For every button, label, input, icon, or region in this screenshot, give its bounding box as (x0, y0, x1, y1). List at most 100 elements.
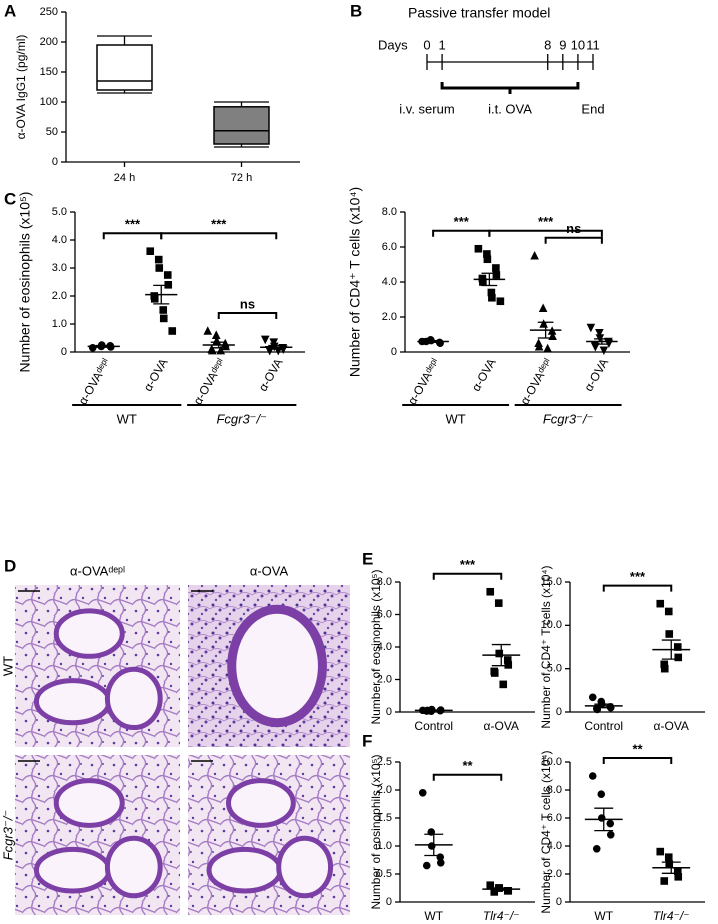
data-point (530, 250, 539, 260)
y-tick-label: 0 (386, 706, 392, 718)
data-point (664, 607, 673, 616)
annotation-label: End (581, 101, 604, 116)
data-point (656, 599, 665, 608)
data-point (597, 790, 606, 798)
significance-label: ns (240, 296, 255, 311)
x-tick-label: α-OVAᵈᵉᵖˡ (405, 356, 443, 407)
data-point (490, 888, 499, 896)
y-tick-label: 1.0 (377, 840, 392, 852)
panel-letter: E (362, 549, 373, 568)
data-point (483, 250, 491, 258)
data-point (660, 664, 669, 673)
y-tick-label: 8.0 (377, 576, 392, 588)
timeline-tick-label: 10 (571, 37, 585, 52)
timeline-tick-label: 11 (586, 37, 600, 52)
row-label: Fcgr3⁻/⁻ (0, 810, 15, 861)
group-label: WT (117, 411, 137, 426)
y-tick-label: 100 (40, 96, 58, 108)
data-point (664, 853, 673, 861)
timeline-title: Passive transfer model (408, 5, 550, 21)
x-tick-label: α-OVA (469, 356, 499, 394)
significance-bracket (602, 584, 673, 592)
significance-label: ** (462, 758, 473, 773)
data-point (486, 881, 495, 889)
data-point (592, 845, 601, 853)
annotation-label: i.t. OVA (488, 101, 532, 116)
significance-bracket (432, 229, 491, 237)
airway (53, 778, 125, 828)
data-point (260, 335, 270, 345)
data-point (150, 295, 159, 303)
y-tick-label: 0 (386, 896, 392, 908)
y-axis-label: Number of CD4⁺ T cells (x10⁴) (347, 187, 363, 377)
data-point (674, 873, 683, 881)
y-tick-label: 6.0 (382, 241, 397, 253)
y-axis-label: Number of CD4⁺ T cells (x10⁴) (539, 750, 553, 913)
y-tick-label: 4.0 (547, 840, 562, 852)
airway (33, 678, 112, 726)
x-tick-label: Control (414, 719, 453, 733)
significance-bracket (102, 232, 163, 240)
data-point (216, 345, 226, 355)
y-tick-label: 2.0 (377, 673, 392, 685)
x-tick-label: WT (594, 909, 613, 923)
data-point (503, 656, 512, 664)
y-axis-label: α-OVA IgG1 (pg/ml) (14, 35, 28, 140)
data-point (490, 669, 499, 677)
data-point (597, 814, 606, 822)
panel-letter: C (4, 189, 16, 208)
significance-bracket (432, 773, 503, 781)
data-point (163, 271, 172, 279)
x-tick-label: α-OVAᵈᵉᵖˡ (517, 356, 555, 407)
timeline-tick-label: 9 (559, 37, 566, 52)
timeline-tick-label: 1 (438, 37, 445, 52)
data-point (495, 649, 504, 658)
y-tick-label: 2.0 (52, 290, 67, 302)
significance-bracket (544, 236, 603, 244)
airway (53, 608, 125, 659)
y-tick-label: 4.0 (382, 276, 397, 288)
y-tick-label: 250 (40, 6, 58, 18)
data-point (492, 271, 501, 279)
data-point (586, 323, 596, 333)
data-point (479, 278, 487, 286)
data-point (599, 346, 609, 356)
y-tick-label: 2.0 (382, 311, 397, 323)
airway (226, 778, 296, 828)
data-point (660, 660, 669, 669)
data-point (499, 680, 508, 689)
data-point (539, 319, 548, 328)
x-tick-label: 72 h (231, 172, 252, 184)
x-tick-label: α-OVA (581, 356, 611, 394)
significance-label: *** (211, 217, 227, 232)
x-tick-label: α-OVA (256, 356, 286, 394)
panel-letter: D (4, 556, 16, 575)
data-point (595, 328, 604, 338)
x-tick-label: α-OVA (654, 719, 689, 733)
y-tick-label: 8.0 (382, 206, 397, 218)
data-point (154, 255, 163, 264)
y-tick-label: 0.5 (377, 868, 392, 880)
data-point (486, 587, 495, 596)
data-point (211, 330, 221, 339)
box (96, 44, 153, 91)
data-point (427, 842, 436, 850)
data-point (665, 860, 674, 868)
significance-bracket (160, 232, 278, 240)
data-point (591, 342, 600, 352)
y-tick-label: 2.5 (377, 756, 392, 768)
row-label: WT (0, 656, 15, 676)
significance-bracket (488, 229, 603, 237)
airway (206, 846, 283, 894)
y-tick-label: 4.0 (52, 234, 67, 246)
timeline-axis-label: Days (378, 37, 408, 52)
x-tick-label: Control (584, 719, 623, 733)
data-point (494, 599, 503, 607)
data-point (273, 346, 283, 356)
data-point (504, 661, 513, 669)
y-tick-label: 4.0 (377, 641, 392, 653)
significance-bracket (602, 757, 673, 764)
y-tick-label: 8.0 (547, 784, 562, 796)
data-point (673, 867, 682, 875)
